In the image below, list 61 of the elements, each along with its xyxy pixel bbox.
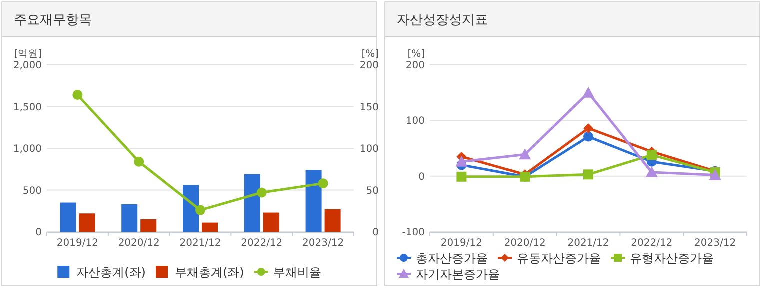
legend-label: 부채총계(좌): [175, 266, 244, 280]
point: [646, 166, 658, 178]
legend-label: 유형자산증가율: [630, 252, 714, 266]
x-tick-label: 2022/12: [631, 238, 673, 249]
x-tick-label: 2019/12: [56, 238, 98, 249]
bar: [122, 204, 138, 232]
x-tick-label: 2023/12: [302, 238, 344, 249]
bar: [79, 214, 96, 232]
x-tick-label: 2022/12: [241, 238, 283, 249]
x-tick-label: 2019/12: [440, 238, 482, 249]
point: [456, 156, 468, 167]
y-tick-label: 1,000: [13, 144, 42, 155]
bar: [60, 202, 76, 232]
chart-title: 주요재무항목: [14, 13, 92, 28]
x-tick-label: 2021/12: [180, 238, 222, 249]
point: [584, 123, 594, 134]
chart-title: 자산성장성지표: [397, 13, 488, 28]
y2-tick-label: 150: [360, 102, 379, 114]
legend-label: 총자산증가율: [416, 252, 488, 266]
point: [646, 150, 657, 160]
y-tick-label: 500: [22, 186, 42, 197]
bar: [140, 219, 157, 232]
y2-tick-label: 50: [366, 186, 379, 197]
point: [256, 188, 267, 198]
point: [582, 86, 594, 98]
y-tick-label: 0: [418, 172, 425, 183]
y2-tick-label: 200: [360, 60, 379, 72]
legend-label: 자기자본증가율: [416, 268, 500, 282]
point: [72, 90, 83, 100]
bar: [183, 185, 199, 232]
point: [709, 169, 722, 180]
x-tick-label: 2023/12: [694, 238, 736, 249]
y-axis-title: [%]: [408, 49, 426, 60]
bar: [263, 212, 280, 232]
y2-tick-label: 0: [372, 228, 379, 238]
y-tick-label: -100: [402, 228, 425, 238]
point: [318, 178, 328, 189]
bar: [324, 209, 341, 232]
bar: [202, 222, 218, 232]
point: [196, 205, 206, 216]
y2-tick-label: 100: [360, 144, 379, 155]
point: [584, 170, 594, 180]
y-tick-label: 2,000: [13, 60, 42, 72]
legend-label: 부채비율: [273, 266, 322, 280]
point: [456, 172, 467, 182]
y2-axis-title: [%]: [362, 49, 380, 60]
bar: [306, 170, 322, 232]
point: [519, 148, 532, 160]
legend-label: 자산총계(좌): [76, 266, 146, 280]
y-axis-title: [억원]: [14, 49, 42, 60]
x-tick-label: 2021/12: [568, 238, 610, 249]
y-tick-label: 1,500: [13, 102, 42, 114]
point: [584, 132, 594, 142]
point: [134, 156, 144, 167]
y-tick-label: 200: [406, 60, 425, 72]
x-tick-label: 2020/12: [118, 238, 160, 249]
x-tick-label: 2020/12: [504, 238, 546, 249]
y-tick-label: 100: [406, 116, 425, 128]
y-tick-label: 0: [36, 228, 42, 238]
legend-label: 유동자산증가율: [517, 252, 601, 266]
bar: [244, 174, 260, 232]
